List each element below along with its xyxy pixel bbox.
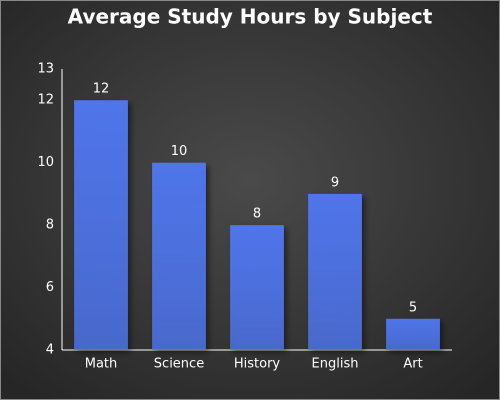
bar (74, 100, 128, 350)
bar (308, 193, 362, 350)
value-label: 12 (93, 82, 110, 97)
y-tick-label: 12 (37, 93, 54, 108)
value-label: 10 (171, 144, 188, 159)
y-tick-label: 4 (46, 343, 54, 358)
y-tick-label: 6 (46, 280, 54, 295)
value-label: 5 (409, 300, 417, 315)
x-tick-label: English (312, 357, 359, 372)
y-tick-label: 10 (37, 155, 54, 170)
bar (386, 318, 440, 350)
value-label: 9 (331, 175, 339, 190)
x-tick-label: Math (85, 357, 118, 372)
bar (152, 162, 206, 350)
y-tick-label: 8 (46, 218, 54, 233)
x-tick-label: History (234, 357, 281, 372)
value-label: 8 (253, 207, 261, 222)
x-tick-label: Science (154, 357, 204, 372)
x-tick-label: Art (403, 357, 422, 372)
bar (230, 225, 284, 350)
chart-title: Average Study Hours by Subject (68, 5, 433, 29)
y-tick-label: 13 (37, 62, 54, 77)
